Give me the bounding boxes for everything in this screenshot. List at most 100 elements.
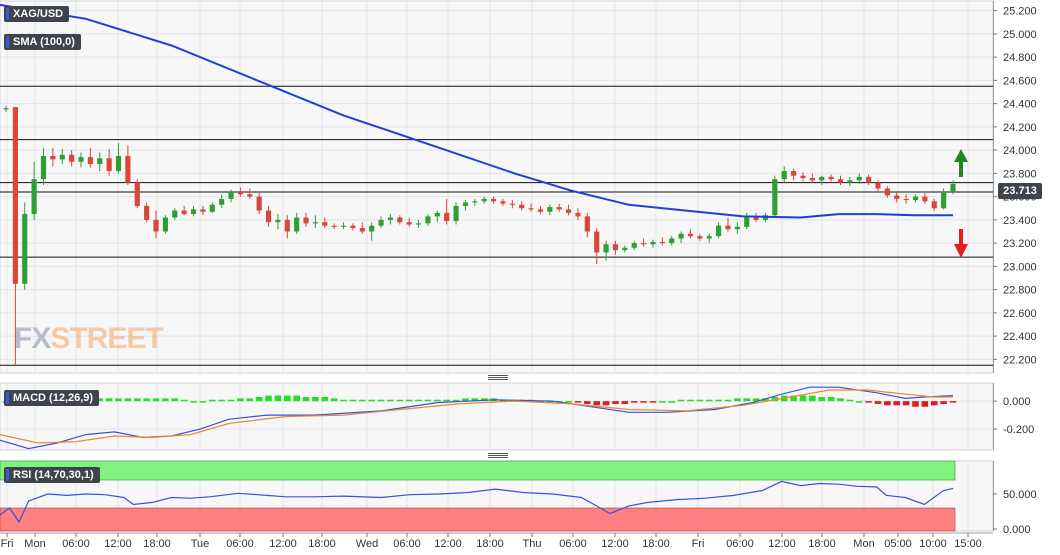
candle-body [369, 225, 375, 232]
candle [800, 172, 806, 182]
candle [603, 240, 609, 261]
macd-histogram-bar [434, 399, 441, 402]
y-tick-label: 22.600 [1003, 308, 1037, 320]
candle [228, 189, 234, 203]
x-tick-label: Wed [356, 538, 378, 550]
candle-body [800, 175, 806, 179]
candle-body [303, 217, 309, 224]
x-tick-label: 18:00 [476, 538, 504, 550]
arrow-up-head [954, 149, 968, 162]
macd-y-tick-label: -0.200 [1003, 424, 1034, 436]
x-tick-label: 15:00 [954, 538, 982, 550]
candle-body [912, 196, 919, 201]
candle-body [490, 198, 497, 202]
x-tick-label: 06:00 [62, 538, 90, 550]
rsi-y-tick-label: 0.000 [1003, 524, 1031, 536]
candle-body [40, 155, 47, 180]
candle [331, 223, 337, 230]
candle [575, 208, 581, 220]
macd-histogram-bar [312, 396, 319, 402]
sma-indicator-label[interactable]: SMA (100,0) [4, 34, 81, 50]
candle [509, 200, 515, 209]
y-tick-label: 24.600 [1003, 75, 1037, 87]
macd-histogram-bar [734, 398, 741, 402]
y-tick-label: 23.400 [1003, 215, 1037, 227]
candle [725, 217, 731, 232]
y-tick-label: 22.200 [1003, 354, 1037, 366]
candle [659, 237, 665, 246]
x-tick-label: Fri [1, 538, 14, 550]
macd-histogram-bar [265, 395, 272, 402]
candle [275, 214, 281, 230]
rsi-indicator-label[interactable]: RSI (14,70,30,1) [4, 467, 100, 483]
candle-body [950, 183, 956, 192]
macd-histogram-bar [902, 401, 910, 406]
candle-body [678, 233, 684, 239]
candle [922, 193, 928, 204]
macd-histogram-bar [762, 398, 769, 402]
candle [884, 186, 890, 198]
candle [631, 240, 637, 251]
candle [950, 180, 956, 195]
candle [490, 196, 497, 204]
macd-histogram-bar [574, 401, 582, 403]
macd-signal-line [0, 389, 953, 444]
candle-body [622, 247, 628, 251]
x-tick-label: 06:00 [726, 538, 754, 550]
candle-body [3, 108, 9, 110]
candle [903, 194, 909, 204]
candle [190, 205, 197, 217]
candle [106, 148, 112, 176]
candle-body [828, 176, 834, 180]
candle [59, 148, 65, 165]
candle [406, 217, 412, 227]
x-tick-label: Fri [692, 538, 705, 550]
macd-histogram-bar [752, 398, 760, 402]
macd-histogram-bar [396, 399, 404, 402]
macd-histogram-bar [790, 395, 797, 402]
x-tick-label: 12:00 [768, 538, 796, 550]
candle-body [340, 225, 347, 227]
candle [828, 174, 834, 182]
macd-histogram-bar [321, 396, 329, 402]
macd-histogram-bar [190, 401, 197, 403]
panel-resize-handle-rsi[interactable] [488, 453, 508, 458]
candle [284, 215, 290, 239]
macd-histogram-bar [171, 398, 179, 402]
y-tick-label: 23.800 [1003, 168, 1037, 180]
candle [247, 188, 253, 199]
candle-body [809, 178, 815, 181]
x-tick-label: 10:00 [919, 538, 947, 550]
x-tick-label: 05:00 [884, 538, 912, 550]
handle-line [488, 455, 508, 456]
candle-body [59, 154, 65, 160]
candle-body [359, 228, 365, 232]
candle [781, 166, 787, 183]
x-tick-label: 12:00 [104, 538, 132, 550]
arrow-down-shaft [959, 229, 963, 246]
x-tick-label: Mon [24, 538, 45, 550]
candle [519, 201, 525, 211]
macd-histogram-bar [677, 399, 685, 402]
instrument-label[interactable]: XAG/USD [4, 6, 70, 22]
x-tick-label: Tue [191, 538, 210, 550]
candle-body [931, 201, 937, 209]
candle-body [481, 198, 487, 202]
panel-resize-handle-macd[interactable] [488, 375, 508, 380]
candle [256, 191, 262, 215]
macd-histogram-bar [855, 401, 863, 403]
macd-histogram-bar [837, 398, 844, 402]
candle-body [87, 157, 93, 165]
candle [837, 175, 844, 185]
candle [912, 194, 919, 203]
x-tick-label: 18:00 [642, 538, 670, 550]
macd-histogram-bar [368, 399, 375, 402]
macd-histogram-bar [330, 398, 338, 402]
candle-body [322, 222, 328, 226]
macd-histogram-bar [133, 398, 141, 402]
candle-body [537, 209, 544, 212]
candle [472, 198, 478, 206]
candle [378, 216, 384, 229]
macd-indicator-label[interactable]: MACD (12,26,9) [4, 390, 100, 406]
macd-histogram-bar [612, 401, 619, 404]
